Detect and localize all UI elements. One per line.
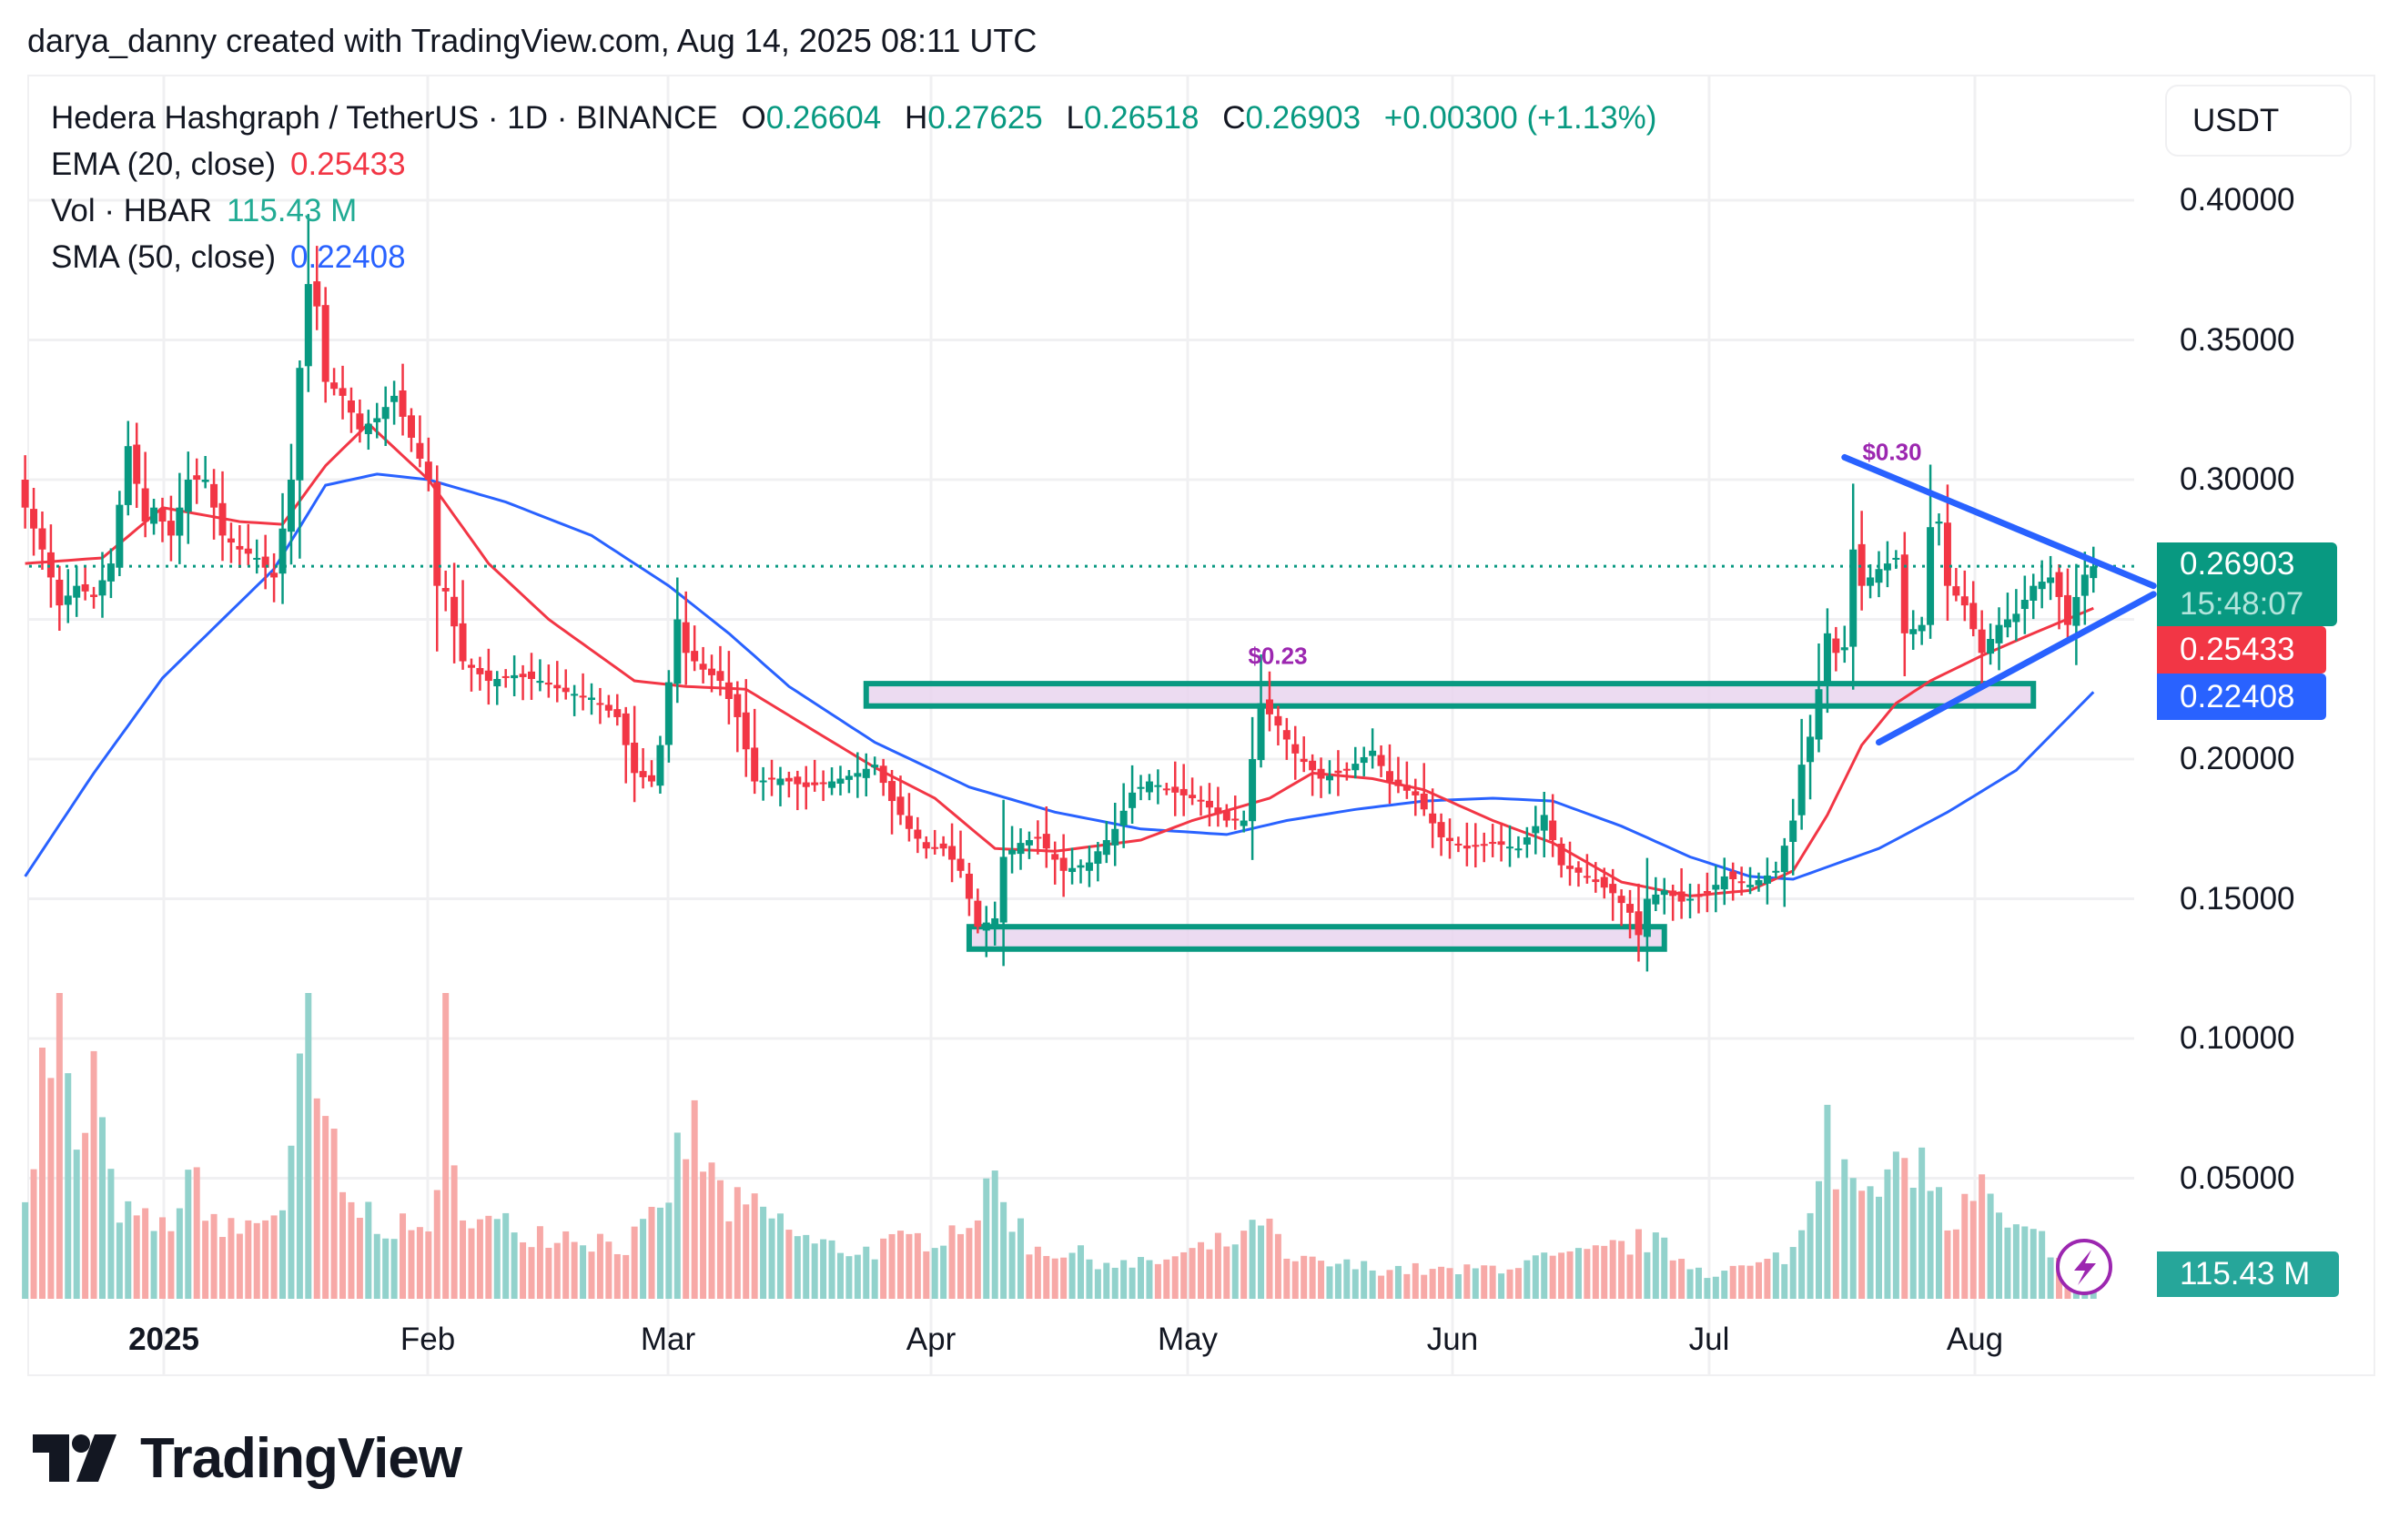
sma-50-line [24, 472, 2095, 881]
candlesticks [21, 214, 2098, 972]
time-axis-label: Feb [400, 1322, 456, 1357]
triangle-lower [1876, 591, 2157, 746]
horizontal-zones [863, 681, 2037, 952]
price-axis-tick: 0.20000 [2180, 741, 2295, 776]
resistance-annotation: $0.23 [1248, 642, 1308, 670]
triangle-top-annotation: $0.30 [1862, 438, 1922, 466]
triangle-upper [1841, 453, 2157, 590]
price-axis-tick: 0.35000 [2180, 321, 2295, 358]
volume-value: 115.43 M [227, 193, 358, 228]
change-value: +0.00300 (+1.13%) [1383, 100, 1657, 136]
legend-sma-row[interactable]: SMA (50, close) 0.22408 [51, 234, 1656, 280]
close-value: 0.26903 [1245, 100, 1362, 136]
high-value: 0.27625 [927, 100, 1043, 136]
tradingview-logo-text: TradingView [140, 1426, 462, 1490]
legend-ohlc-row[interactable]: Hedera Hashgraph / TetherUS · 1D · BINAN… [51, 95, 1656, 141]
open-value: 0.26604 [765, 100, 882, 136]
resistance-zone [863, 681, 2037, 709]
price-axis-tick: 0.05000 [2180, 1160, 2295, 1196]
current-price-value: 0.26903 [2180, 546, 2295, 582]
legend-ema-row[interactable]: EMA (20, close) 0.25433 [51, 141, 1656, 187]
time-axis-label: Aug [1946, 1322, 2004, 1357]
price-axis-tick: 0.40000 [2180, 182, 2295, 218]
sma-label: SMA (50, close) [51, 239, 277, 275]
time-axis-label: Mar [640, 1322, 696, 1357]
tradingview-logo-icon [33, 1434, 116, 1482]
price-axis-tick: 0.30000 [2180, 461, 2295, 497]
chart-legend: Hedera Hashgraph / TetherUS · 1D · BINAN… [51, 95, 1656, 280]
triangle-trendlines [1841, 453, 2157, 746]
time-axis-label: 2025 [128, 1322, 199, 1357]
symbol-title[interactable]: Hedera Hashgraph / TetherUS · 1D · BINAN… [51, 100, 718, 136]
open-label: O [741, 100, 766, 136]
price-axis-tick: 0.15000 [2180, 880, 2295, 917]
lightning-icon[interactable] [2056, 1239, 2112, 1295]
volume-bars [22, 993, 2097, 1299]
chart-credit: darya_danny created with TradingView.com… [27, 22, 1038, 59]
bar-countdown: 15:48:07 [2180, 586, 2304, 622]
time-axis-label: Jun [1426, 1322, 1479, 1357]
ema-price-tag: 0.25433 [2157, 626, 2326, 674]
currency-button[interactable]: USDT [2165, 85, 2352, 157]
gridlines [29, 76, 2134, 1374]
support-zone [966, 924, 1667, 952]
time-axis-label: Apr [906, 1322, 957, 1357]
tradingview-logo[interactable]: TradingView [33, 1427, 462, 1490]
ema-20-line [25, 421, 2094, 897]
low-value: 0.26518 [1083, 100, 1200, 136]
legend-volume-row[interactable]: Vol · HBAR 115.43 M [51, 187, 1656, 234]
high-label: H [904, 100, 928, 136]
time-axis-label: Jul [1688, 1322, 1730, 1357]
volume-label: Vol · HBAR [51, 193, 212, 228]
low-label: L [1066, 100, 1084, 136]
close-label: C [1222, 100, 1246, 136]
chart-frame[interactable] [27, 75, 2375, 1376]
sma-value: 0.22408 [290, 239, 406, 275]
volume-tag: 115.43 M [2157, 1251, 2339, 1297]
time-axis-label: May [1157, 1322, 1219, 1357]
price-axis-tick: 0.10000 [2180, 1020, 2295, 1056]
sma-price-tag: 0.22408 [2157, 674, 2326, 720]
ema-value: 0.25433 [290, 147, 406, 182]
current-price-tag: 0.26903 15:48:07 [2157, 542, 2337, 626]
ema-label: EMA (20, close) [51, 147, 277, 182]
